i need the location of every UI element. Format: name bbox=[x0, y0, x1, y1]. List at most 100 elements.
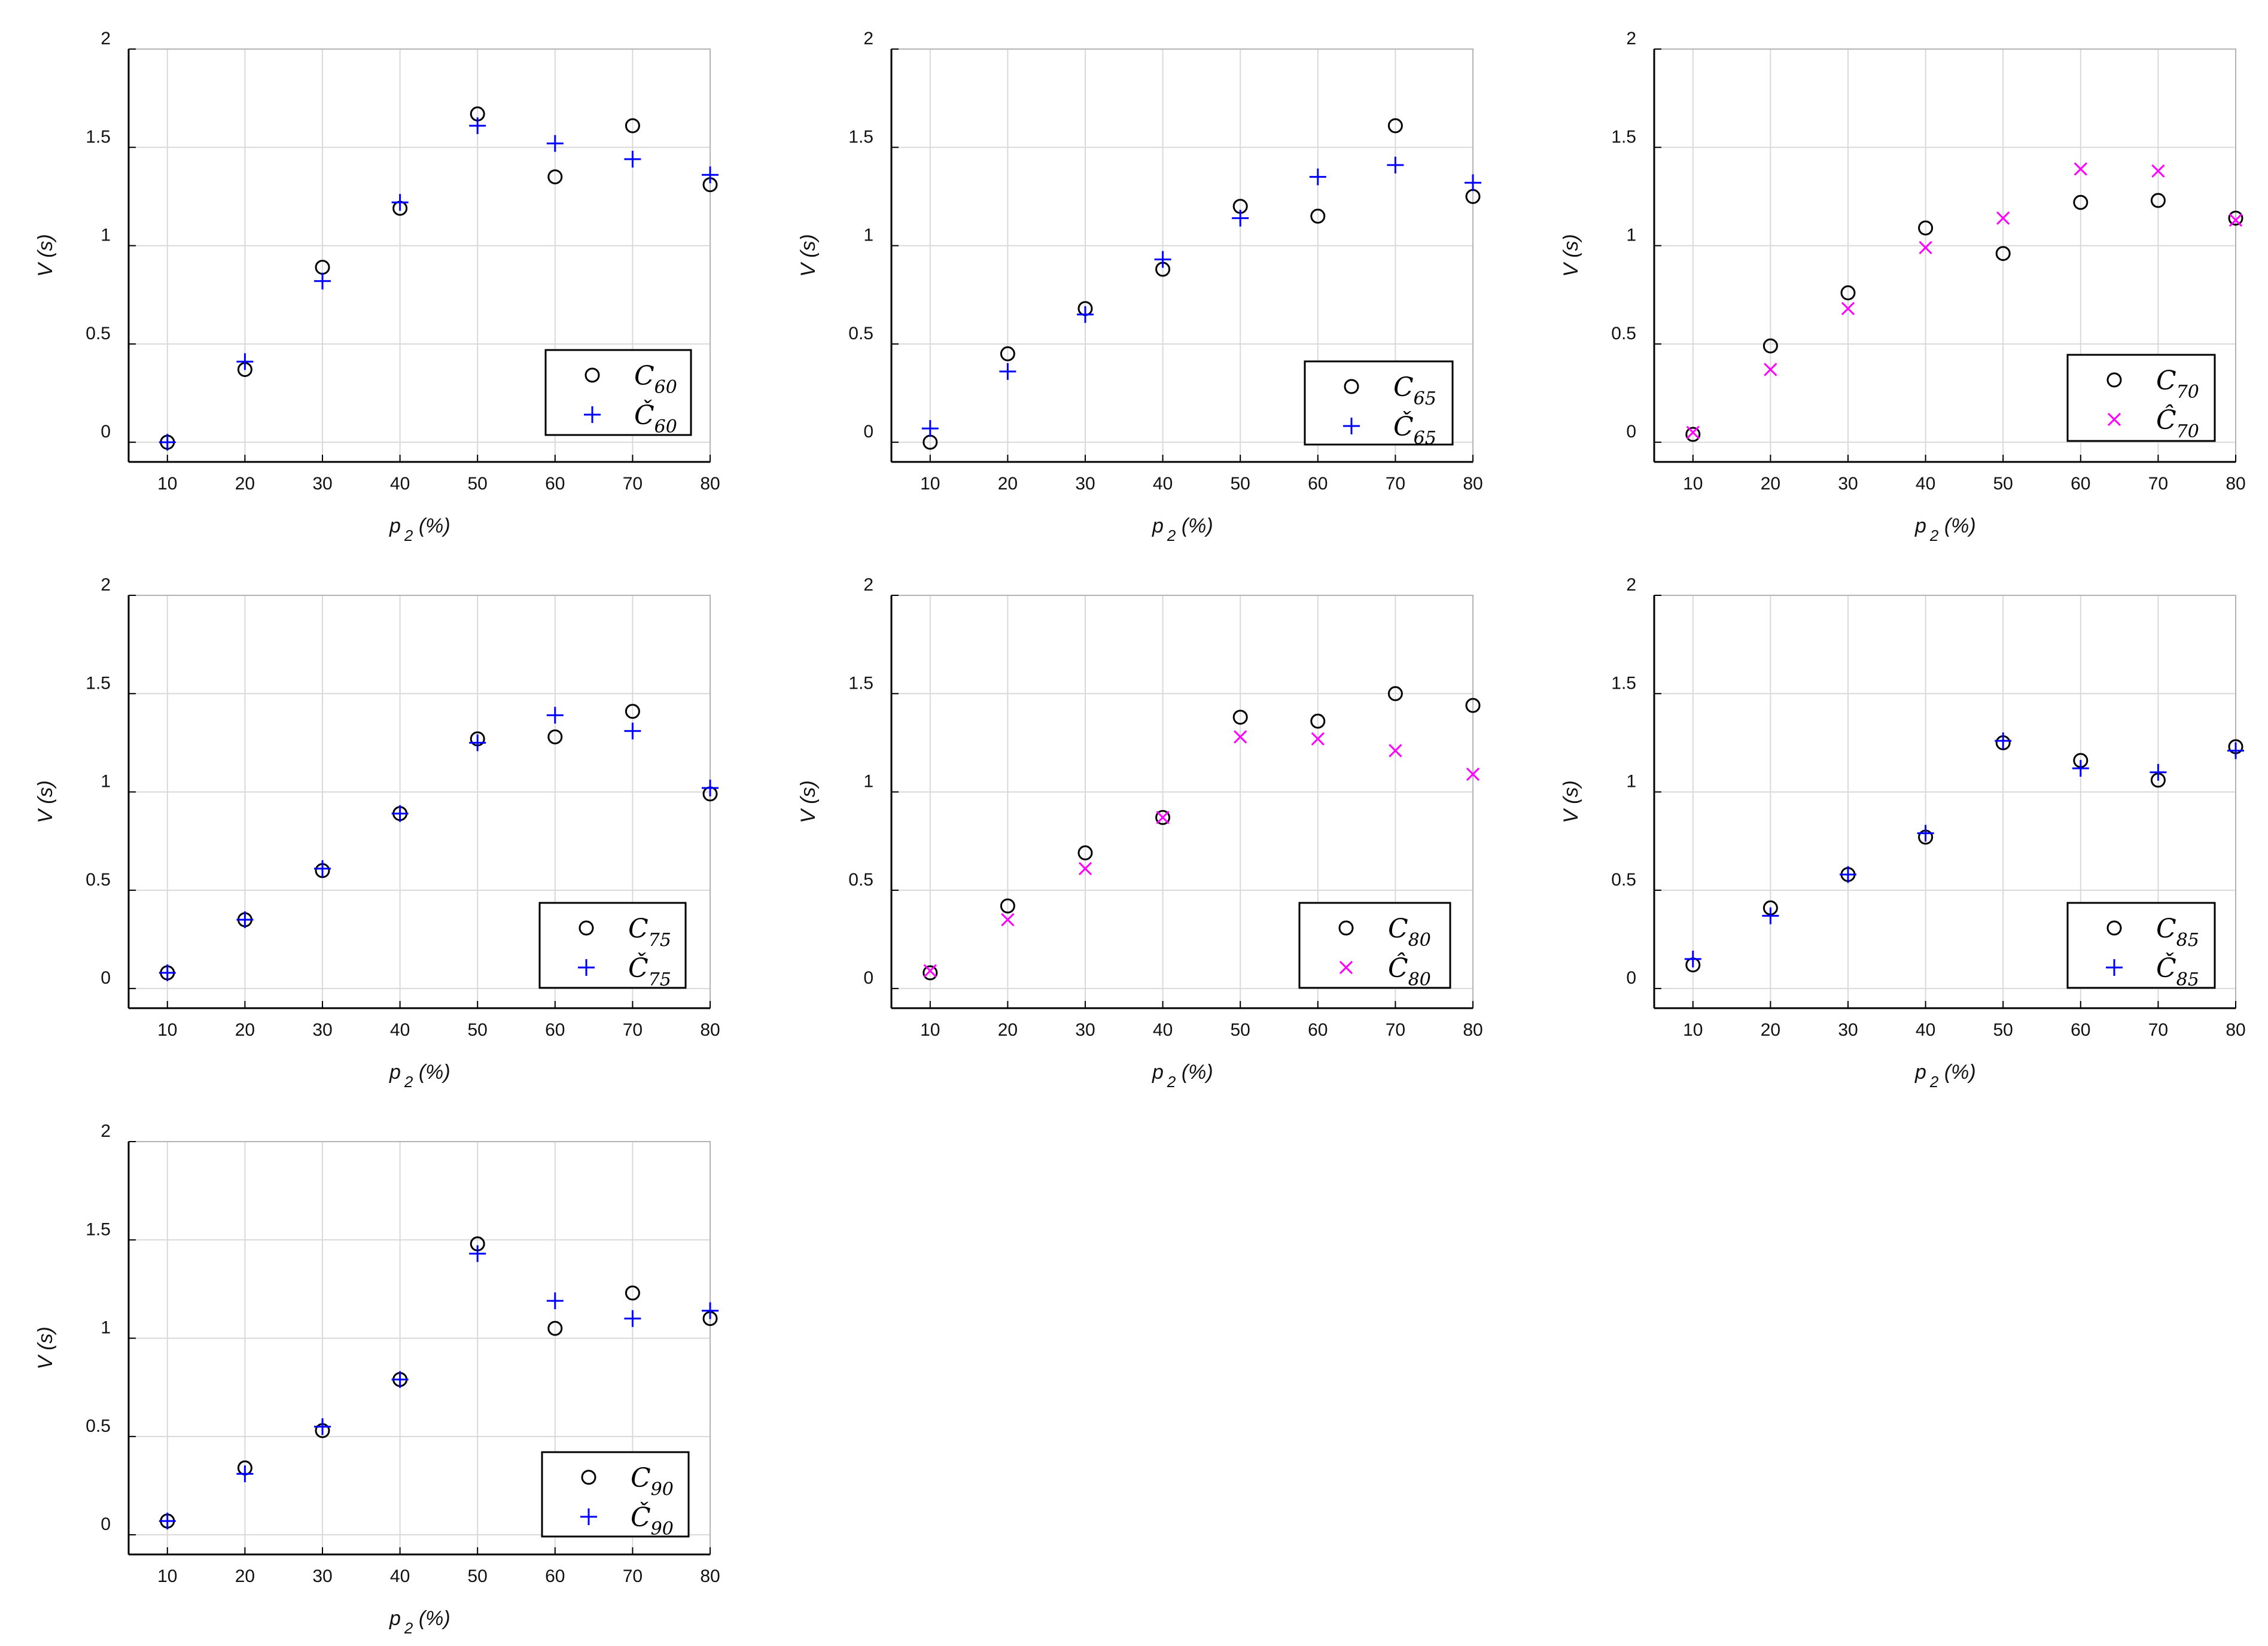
x-tick-label: 50 bbox=[468, 474, 488, 494]
y-tick-label: 0.5 bbox=[86, 1416, 111, 1436]
data-point-plus bbox=[702, 1302, 719, 1319]
y-tick-label: 0 bbox=[863, 968, 873, 988]
y-axis-label: V (s) bbox=[1560, 234, 1582, 277]
data-point-plus bbox=[2227, 742, 2244, 759]
data-point-circle bbox=[625, 118, 640, 133]
data-point-plus bbox=[624, 722, 641, 740]
x-tick-label: 50 bbox=[468, 1020, 488, 1040]
legend-box bbox=[538, 902, 687, 989]
x-tick-label: 40 bbox=[1153, 1020, 1173, 1040]
series-2 bbox=[159, 1245, 719, 1530]
y-tick-label: 1 bbox=[863, 772, 873, 792]
series-1 bbox=[1685, 193, 2243, 442]
legend-marker-cross bbox=[1339, 960, 1353, 975]
x-tick-label: 20 bbox=[1761, 474, 1780, 494]
x-tick-label: 10 bbox=[157, 474, 177, 494]
x-tick-label: 20 bbox=[235, 474, 255, 494]
x-tick-label: 50 bbox=[468, 1566, 488, 1586]
y-tick-label: 0.5 bbox=[848, 324, 873, 343]
x-tick-label: 40 bbox=[1153, 474, 1173, 494]
series-2 bbox=[923, 730, 1480, 978]
x-tick-label: 50 bbox=[1231, 474, 1250, 494]
data-point-circle bbox=[1155, 810, 1171, 825]
data-point-plus bbox=[546, 1292, 564, 1310]
y-tick-label: 0 bbox=[101, 968, 111, 988]
legend-marker-circle bbox=[579, 920, 594, 936]
legend-box bbox=[1298, 902, 1451, 989]
data-point-circle bbox=[1685, 427, 1701, 442]
legend-label: C75 bbox=[628, 914, 671, 951]
data-point-plus bbox=[2072, 760, 2089, 777]
x-tick-label: 80 bbox=[700, 1020, 720, 1040]
legend-label: Č75 bbox=[628, 952, 671, 990]
y-tick-label: 2 bbox=[1626, 29, 1636, 48]
legend-label: Č90 bbox=[631, 1501, 674, 1539]
x-tick-label: 40 bbox=[390, 474, 410, 494]
data-point-plus bbox=[391, 1371, 409, 1388]
data-point-circle bbox=[547, 1321, 563, 1336]
x-tick-label: 70 bbox=[623, 1020, 643, 1040]
y-tick-label: 1 bbox=[101, 1318, 111, 1338]
y-tick-label: 0.5 bbox=[86, 324, 111, 343]
legend-marker-plus bbox=[2106, 959, 2123, 976]
legend-marker-circle bbox=[2106, 920, 2122, 936]
x-tick-label: 30 bbox=[312, 1566, 332, 1586]
data-point-cross bbox=[1686, 425, 1700, 439]
legend-label: C70 bbox=[2156, 366, 2199, 403]
data-point-plus bbox=[546, 135, 564, 152]
y-tick-label: 0 bbox=[863, 422, 873, 442]
x-tick-label: 60 bbox=[1308, 1020, 1328, 1040]
legend-marker-cross bbox=[2107, 412, 2121, 427]
x-tick-label: 10 bbox=[1683, 1020, 1703, 1040]
data-point-plus bbox=[314, 1418, 331, 1435]
x-tick-label: 60 bbox=[545, 1020, 565, 1040]
legend-label: C85 bbox=[2156, 914, 2199, 951]
data-point-plus bbox=[159, 964, 176, 981]
x-tick-label: 60 bbox=[1308, 474, 1328, 494]
legend-box bbox=[541, 1451, 690, 1538]
data-point-circle bbox=[1995, 246, 2011, 261]
y-tick-label: 1.5 bbox=[848, 673, 873, 693]
series-2 bbox=[1686, 162, 2243, 439]
data-point-circle bbox=[923, 965, 938, 981]
x-tick-label: 50 bbox=[1231, 1020, 1250, 1040]
series-2 bbox=[921, 156, 1481, 437]
x-tick-label: 40 bbox=[390, 1566, 410, 1586]
data-point-plus bbox=[469, 734, 486, 751]
data-point-plus bbox=[1232, 209, 1249, 227]
legend-label: Ĉ80 bbox=[1388, 952, 1431, 990]
y-tick-label: 0 bbox=[101, 422, 111, 442]
data-point-cross bbox=[1001, 912, 1015, 927]
x-tick-label: 70 bbox=[623, 474, 643, 494]
legend-box bbox=[544, 349, 692, 436]
x-tick-label: 20 bbox=[235, 1020, 255, 1040]
data-point-circle bbox=[1077, 845, 1093, 860]
y-tick-label: 2 bbox=[863, 29, 873, 48]
x-tick-label: 50 bbox=[1993, 474, 2013, 494]
legend-label: C65 bbox=[1393, 372, 1436, 409]
data-point-plus bbox=[1465, 174, 1481, 191]
legend-marker-circle bbox=[584, 367, 600, 383]
data-point-circle bbox=[547, 169, 563, 185]
data-point-plus bbox=[702, 166, 719, 184]
y-axis-label: V (s) bbox=[1560, 780, 1582, 823]
y-tick-label: 0.5 bbox=[1611, 870, 1636, 890]
legend-marker-circle bbox=[1344, 379, 1359, 394]
data-point-plus bbox=[1077, 306, 1094, 323]
legend-marker-plus bbox=[584, 406, 601, 423]
chart-panel-4: 10 20 30 40 50 60 70 80 0 0.5 1 1.5 2 p 2 (%) V (s) C75Č… bbox=[34, 575, 720, 1091]
x-tick-label: 30 bbox=[1838, 1020, 1858, 1040]
x-tick-label: 10 bbox=[920, 474, 940, 494]
data-point-plus bbox=[999, 363, 1016, 380]
data-point-plus bbox=[1387, 156, 1404, 174]
data-point-plus bbox=[236, 911, 254, 929]
x-tick-label: 80 bbox=[700, 1566, 720, 1586]
x-tick-label: 70 bbox=[2148, 1020, 2168, 1040]
y-tick-label: 1.5 bbox=[86, 1219, 111, 1239]
